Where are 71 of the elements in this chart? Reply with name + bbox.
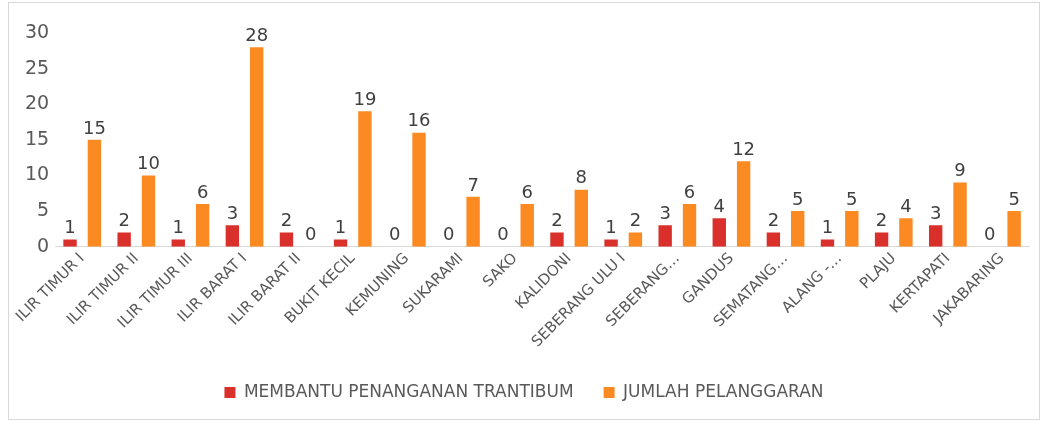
data-label: 2 [875,209,888,231]
data-label: 2 [629,209,642,231]
data-label: 1 [334,216,347,238]
data-label: 16 [407,109,431,131]
y-tick-label: 10 [24,162,50,185]
y-tick-label: 30 [24,19,50,42]
y-tick-label: 15 [24,126,50,149]
y-tick-label: 0 [37,233,50,256]
bar [899,218,913,247]
bar [87,139,102,247]
data-label: 0 [305,223,317,245]
data-label: 15 [82,116,106,138]
data-label: 1 [172,216,184,238]
data-label: 1 [64,216,76,238]
bar [412,132,426,247]
data-label: 3 [226,202,239,224]
data-label: 3 [659,202,671,224]
bar [117,232,131,247]
bar [279,232,294,247]
data-label: 7 [467,173,479,195]
data-label: 12 [732,137,756,159]
data-label: 5 [1008,187,1020,209]
data-label: 0 [497,223,509,245]
bar [195,203,210,247]
bar [658,225,672,247]
bar [736,161,751,247]
data-label: 2 [767,209,780,231]
data-label: 2 [280,209,293,231]
y-tick-label: 20 [24,91,50,114]
bar [141,175,156,247]
data-label: 3 [929,202,942,224]
legend-label: MEMBANTU PENANGANAN TRANTIBUM [243,380,574,401]
bar [550,232,564,247]
bar [874,232,889,247]
data-label: 4 [713,194,725,216]
data-label: 28 [245,23,269,45]
bar [682,203,697,247]
data-label: 6 [196,180,209,202]
data-label: 5 [846,187,858,209]
bar [1007,211,1021,247]
bar [845,211,859,247]
y-tick-label: 25 [24,55,50,78]
bar [928,225,943,247]
data-label: 2 [118,209,130,231]
bar [766,232,781,247]
data-label: 5 [791,187,804,209]
data-label: 19 [353,88,377,110]
y-tick-label: 5 [37,198,50,221]
data-label: 0 [984,223,996,245]
data-label: 8 [575,166,588,188]
bar [953,182,967,247]
data-label: 6 [683,180,696,202]
bar [466,196,480,247]
bar [791,211,805,247]
data-label: 2 [551,209,563,231]
data-label: 0 [443,223,455,245]
bar [574,189,589,247]
data-label: 0 [388,223,401,245]
data-label: 9 [954,159,966,181]
data-label: 1 [605,216,617,238]
data-label: 1 [821,216,834,238]
bar [520,203,534,247]
bar [712,218,726,247]
bar [628,232,643,247]
bar [225,225,240,247]
data-label: 6 [521,180,533,202]
bar [250,47,264,247]
data-label: 10 [137,152,160,174]
legend-label: JUMLAH PELANGGARAN [622,380,824,401]
bar [358,111,372,247]
data-label: 4 [900,194,912,216]
